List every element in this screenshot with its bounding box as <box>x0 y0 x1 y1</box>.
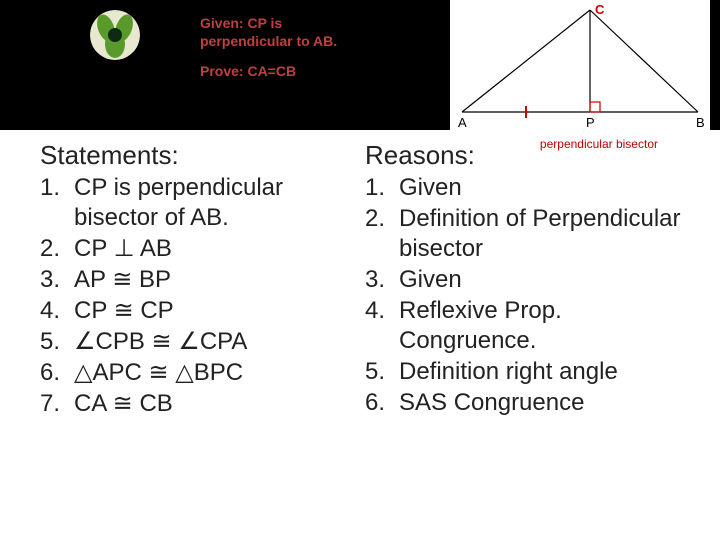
statement-row: 6.△APC ≅ △BPC <box>40 358 365 388</box>
statement-row: 1.CP is perpendicular bisector of AB. <box>40 173 365 233</box>
reason-row: 1.Given <box>365 173 690 203</box>
reason-row: 4.Reflexive Prop. Congruence. <box>365 296 690 356</box>
given-line-1: Given: CP is <box>200 15 282 31</box>
prove-text: Prove: CA=CB <box>200 62 337 80</box>
statement-row: 7.CA ≅ CB <box>40 389 365 419</box>
proof-body: Statements: 1.CP is perpendicular bisect… <box>0 130 720 430</box>
statement-row: 4.CP ≅ CP <box>40 296 365 326</box>
svg-text:C: C <box>595 2 605 17</box>
reasons-column: Reasons: 1.Given 2.Definition of Perpend… <box>365 140 690 420</box>
logo-circle <box>90 10 140 60</box>
statement-row: 3.AP ≅ BP <box>40 265 365 295</box>
given-prove-block: Given: CP is perpendicular to AB. Prove:… <box>200 14 337 81</box>
statement-row: 5.∠CPB ≅ ∠CPA <box>40 327 365 357</box>
reasons-list: 1.Given 2.Definition of Perpendicular bi… <box>365 173 690 418</box>
statement-row: 2.CP ⊥ AB <box>40 234 365 264</box>
statements-list: 1.CP is perpendicular bisector of AB. 2.… <box>40 173 365 419</box>
svg-text:P: P <box>586 115 595 130</box>
reason-row: 2.Definition of Perpendicular bisector <box>365 204 690 264</box>
svg-text:A: A <box>458 115 467 130</box>
reason-row: 6.SAS Congruence <box>365 388 690 418</box>
reason-row: 3.Given <box>365 265 690 295</box>
given-text: Given: CP is perpendicular to AB. <box>200 14 337 50</box>
svg-text:B: B <box>696 115 705 130</box>
statements-column: Statements: 1.CP is perpendicular bisect… <box>40 140 365 420</box>
perpendicular-bisector-label: perpendicular bisector <box>540 137 658 151</box>
given-line-2: perpendicular to AB. <box>200 33 337 49</box>
reason-row: 5.Definition right angle <box>365 357 690 387</box>
header-bar: Given: CP is perpendicular to AB. Prove:… <box>0 0 720 130</box>
triangle-diagram: A P B C <box>450 0 710 130</box>
statements-title: Statements: <box>40 140 365 171</box>
